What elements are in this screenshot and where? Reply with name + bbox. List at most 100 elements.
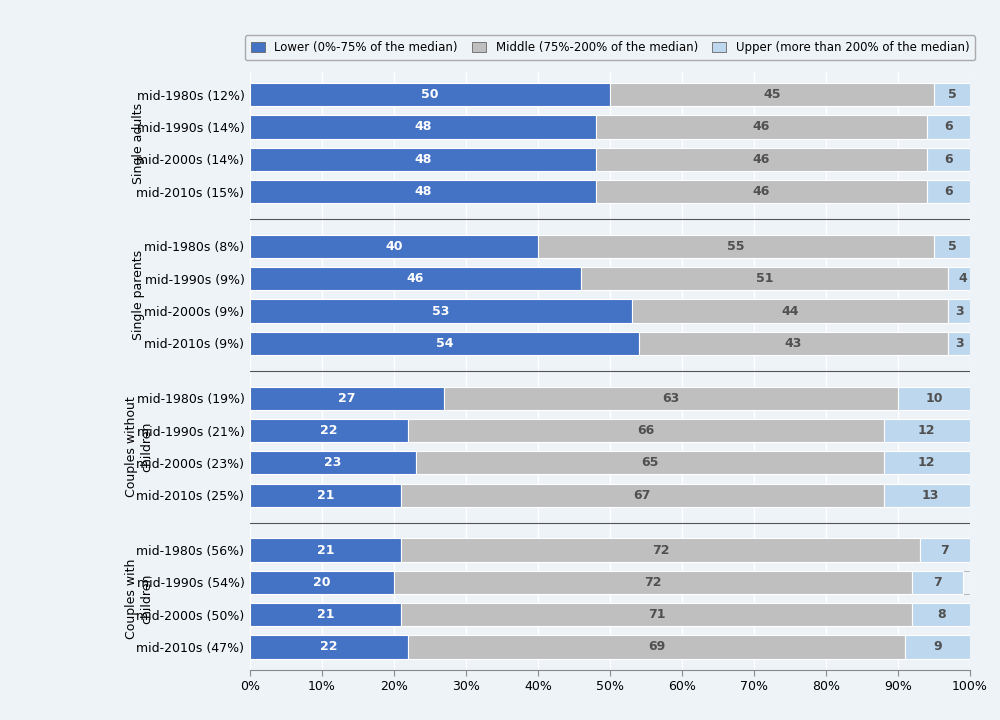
Text: 45: 45 [763,88,781,101]
Bar [401,603,912,626]
Text: 12: 12 [918,424,936,437]
Bar [927,115,970,138]
Bar [596,180,927,203]
Text: Single adults: Single adults [132,102,145,184]
Text: 22: 22 [320,641,338,654]
Text: 67: 67 [634,489,651,502]
Bar [912,603,970,626]
Text: 46: 46 [753,185,770,198]
Text: 51: 51 [756,272,774,285]
Text: 12: 12 [918,456,936,469]
Text: 44: 44 [781,305,799,318]
Text: 6: 6 [944,185,953,198]
Bar [610,83,934,107]
Text: 54: 54 [436,337,453,350]
Text: 46: 46 [407,272,424,285]
Text: 53: 53 [432,305,449,318]
Bar [401,539,920,562]
Bar [416,451,884,474]
Bar [581,267,948,290]
Bar [948,267,977,290]
Bar [250,300,632,323]
Text: 23: 23 [324,456,341,469]
Bar [596,115,927,138]
Text: 50: 50 [421,88,439,101]
Text: 9: 9 [933,641,942,654]
Text: 20: 20 [313,576,331,589]
Text: 5: 5 [948,240,956,253]
Bar [401,484,884,507]
Bar [884,419,970,442]
Text: Single parents: Single parents [132,250,145,340]
Bar [934,83,970,107]
Text: 21: 21 [317,544,334,557]
Text: 6: 6 [944,120,953,133]
Text: 55: 55 [727,240,745,253]
Bar [250,571,394,594]
Bar [898,387,970,410]
Bar [905,635,970,659]
Text: 13: 13 [922,489,939,502]
Bar [250,332,639,355]
Text: 22: 22 [320,424,338,437]
Bar [927,148,970,171]
Text: Couples without
children: Couples without children [125,396,153,497]
Bar [884,451,970,474]
Text: 43: 43 [785,337,802,350]
Text: 63: 63 [663,392,680,405]
Text: 21: 21 [317,489,334,502]
Bar [250,115,596,138]
Text: 46: 46 [753,153,770,166]
Text: 8: 8 [937,608,946,621]
Bar [250,387,444,410]
Text: 48: 48 [414,185,431,198]
Text: 72: 72 [644,576,662,589]
Bar [394,571,912,594]
Bar [408,635,905,659]
Text: 7: 7 [933,576,942,589]
Text: 66: 66 [637,424,655,437]
Bar [250,451,416,474]
Bar [912,571,963,594]
Bar [934,235,970,258]
Bar [927,180,970,203]
Bar [948,300,970,323]
Text: 40: 40 [385,240,403,253]
Bar [538,235,934,258]
Text: 3: 3 [955,337,964,350]
Text: 48: 48 [414,153,431,166]
Text: 72: 72 [652,544,669,557]
Bar [920,539,970,562]
Text: 4: 4 [958,272,967,285]
Text: 71: 71 [648,608,666,621]
Legend: Lower (0%-75% of the median), Middle (75%-200% of the median), Upper (more than : Lower (0%-75% of the median), Middle (75… [245,35,975,60]
Bar [639,332,948,355]
Bar [250,603,401,626]
Text: 10: 10 [925,392,943,405]
Bar [250,484,401,507]
Bar [596,148,927,171]
Text: 48: 48 [414,120,431,133]
Bar [250,148,596,171]
Text: 7: 7 [940,544,949,557]
Text: 65: 65 [641,456,658,469]
Text: 46: 46 [753,120,770,133]
Bar [250,180,596,203]
Text: 3: 3 [955,305,964,318]
Bar [250,419,408,442]
Text: 69: 69 [648,641,665,654]
Text: 27: 27 [338,392,356,405]
Bar [250,539,401,562]
Bar [632,300,948,323]
Text: 6: 6 [944,153,953,166]
Bar [408,419,884,442]
Bar [250,635,408,659]
Text: Couples with
children: Couples with children [125,558,153,639]
Bar [884,484,977,507]
Bar [444,387,898,410]
Text: 21: 21 [317,608,334,621]
Bar [250,83,610,107]
Bar [948,332,970,355]
Bar [250,235,538,258]
Bar [250,267,581,290]
